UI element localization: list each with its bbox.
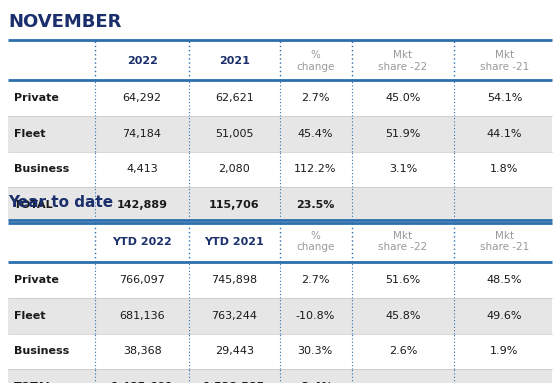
- Text: 38,368: 38,368: [123, 346, 162, 357]
- Text: 115,706: 115,706: [209, 200, 260, 210]
- Bar: [8, 221, 552, 262]
- Text: %
change: % change: [296, 50, 335, 72]
- Text: 681,136: 681,136: [119, 311, 165, 321]
- Text: 3.1%: 3.1%: [389, 164, 417, 175]
- Bar: [8, 369, 552, 383]
- Text: -10.8%: -10.8%: [296, 311, 335, 321]
- Text: Year to date: Year to date: [8, 195, 113, 210]
- Text: 1.8%: 1.8%: [490, 164, 519, 175]
- Text: 49.6%: 49.6%: [487, 311, 522, 321]
- Text: -3.4%: -3.4%: [297, 382, 333, 383]
- Text: Mkt
share -21: Mkt share -21: [480, 50, 529, 72]
- Text: 1.9%: 1.9%: [490, 346, 519, 357]
- Text: 29,443: 29,443: [215, 346, 254, 357]
- Text: 23.5%: 23.5%: [296, 200, 335, 210]
- Text: TOTAL: TOTAL: [14, 200, 53, 210]
- Text: 142,889: 142,889: [117, 200, 168, 210]
- Text: 763,244: 763,244: [211, 311, 257, 321]
- Text: 51.9%: 51.9%: [385, 129, 421, 139]
- Text: 2022: 2022: [127, 56, 158, 66]
- Text: Mkt
share -22: Mkt share -22: [379, 231, 427, 252]
- Text: YTD 2022: YTD 2022: [112, 237, 172, 247]
- Text: Mkt
share -21: Mkt share -21: [480, 231, 529, 252]
- Bar: [8, 298, 552, 334]
- Text: 1,538,585: 1,538,585: [203, 382, 265, 383]
- Text: Fleet: Fleet: [14, 311, 46, 321]
- Bar: [8, 116, 552, 152]
- Text: 62,621: 62,621: [215, 93, 254, 103]
- Bar: [8, 334, 552, 369]
- Bar: [8, 41, 552, 80]
- Text: Business: Business: [14, 346, 69, 357]
- Text: 64,292: 64,292: [123, 93, 162, 103]
- Text: Fleet: Fleet: [14, 129, 46, 139]
- Text: 1,485,601: 1,485,601: [110, 382, 174, 383]
- Text: 766,097: 766,097: [119, 275, 165, 285]
- Text: 51,005: 51,005: [215, 129, 254, 139]
- Text: TOTAL: TOTAL: [14, 382, 53, 383]
- Text: YTD 2021: YTD 2021: [204, 237, 264, 247]
- Text: 2.7%: 2.7%: [301, 275, 330, 285]
- Text: 112.2%: 112.2%: [294, 164, 336, 175]
- Text: %
change: % change: [296, 231, 335, 252]
- Text: 45.4%: 45.4%: [297, 129, 333, 139]
- Text: 2,080: 2,080: [218, 164, 250, 175]
- Text: 44.1%: 44.1%: [487, 129, 522, 139]
- Text: 48.5%: 48.5%: [487, 275, 522, 285]
- Text: Private: Private: [14, 93, 59, 103]
- Text: 74,184: 74,184: [123, 129, 162, 139]
- Text: 2021: 2021: [219, 56, 250, 66]
- Bar: [8, 152, 552, 187]
- Text: 2.6%: 2.6%: [388, 346, 417, 357]
- Text: Mkt
share -22: Mkt share -22: [379, 50, 427, 72]
- Text: Business: Business: [14, 164, 69, 175]
- Text: Private: Private: [14, 275, 59, 285]
- Text: NOVEMBER: NOVEMBER: [8, 13, 122, 31]
- Text: 45.0%: 45.0%: [385, 93, 421, 103]
- Text: 4,413: 4,413: [126, 164, 158, 175]
- Bar: [8, 187, 552, 223]
- Bar: [8, 262, 552, 298]
- Text: 51.6%: 51.6%: [385, 275, 421, 285]
- Text: 2.7%: 2.7%: [301, 93, 330, 103]
- Text: 54.1%: 54.1%: [487, 93, 522, 103]
- Text: 45.8%: 45.8%: [385, 311, 421, 321]
- Text: 30.3%: 30.3%: [297, 346, 333, 357]
- Bar: [8, 80, 552, 116]
- Text: 745,898: 745,898: [211, 275, 258, 285]
